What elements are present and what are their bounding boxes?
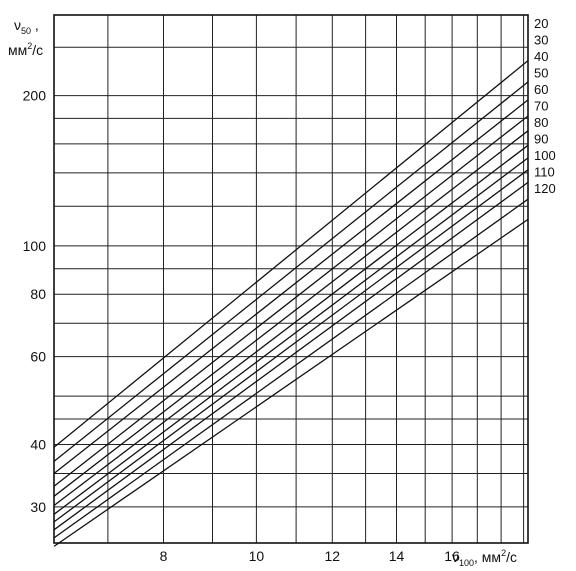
y-tick-60: 60 bbox=[30, 349, 46, 365]
series-line-120 bbox=[53, 218, 529, 547]
series-label-100: 100 bbox=[534, 148, 556, 163]
series-line-90 bbox=[53, 169, 529, 523]
series-line-100 bbox=[53, 181, 529, 531]
series-line-70 bbox=[53, 144, 529, 507]
series-label-80: 80 bbox=[534, 115, 548, 130]
series-line-80 bbox=[53, 157, 529, 515]
x-tick-10: 10 bbox=[249, 548, 265, 564]
series-label-90: 90 bbox=[534, 132, 548, 147]
y-tick-200: 200 bbox=[23, 88, 47, 104]
series-label-20: 20 bbox=[534, 16, 548, 31]
y-tick-40: 40 bbox=[30, 437, 46, 453]
x-tick-8: 8 bbox=[160, 548, 168, 564]
x-axis-symbol: ν bbox=[452, 549, 459, 565]
plot-frame bbox=[53, 14, 529, 544]
x-axis-label: ν100, мм2/с bbox=[452, 548, 517, 568]
series-line-110 bbox=[53, 198, 529, 539]
y-axis-unit-tail: /с bbox=[32, 42, 43, 58]
y-axis-symbol: ν bbox=[14, 17, 21, 33]
series-label-50: 50 bbox=[534, 66, 548, 81]
series-lines bbox=[53, 60, 529, 547]
series-label-60: 60 bbox=[534, 82, 548, 97]
y-axis-label: ν50 , bbox=[14, 17, 39, 36]
y-tick-80: 80 bbox=[30, 286, 46, 302]
series-label-30: 30 bbox=[534, 33, 548, 48]
x-tick-14: 14 bbox=[389, 548, 405, 564]
series-line-50 bbox=[53, 115, 529, 487]
series-line-20 bbox=[53, 60, 529, 448]
series-label-40: 40 bbox=[534, 49, 548, 64]
y-tick-100: 100 bbox=[23, 238, 47, 254]
series-line-30 bbox=[53, 81, 529, 462]
x-tick-12: 12 bbox=[325, 548, 341, 564]
y-axis-unit-sup: 2 bbox=[27, 41, 32, 51]
x-axis-unit-tail: /с bbox=[506, 549, 517, 565]
x-axis-unit: , мм bbox=[474, 549, 501, 565]
y-axis-unit-base: мм bbox=[8, 42, 27, 58]
series-label-110: 110 bbox=[534, 165, 555, 180]
y-tick-30: 30 bbox=[30, 499, 46, 515]
x-tick-16: 16 bbox=[444, 548, 460, 564]
y-axis-unit: мм2/с bbox=[8, 41, 43, 58]
grid bbox=[54, 15, 528, 543]
series-label-70: 70 bbox=[534, 99, 548, 114]
y-axis-comma: , bbox=[31, 17, 39, 33]
y-tick-labels: 30 40 60 80 100 200 bbox=[23, 88, 47, 515]
x-tick-labels: 8 10 12 14 16 bbox=[160, 548, 460, 564]
series-label-120: 120 bbox=[534, 181, 556, 196]
x-axis-subscript: 100 bbox=[459, 558, 474, 568]
x-axis-unit-sup: 2 bbox=[501, 548, 506, 558]
series-line-40 bbox=[53, 99, 529, 475]
series-line-60 bbox=[53, 130, 529, 497]
y-axis-subscript: 50 bbox=[21, 26, 31, 36]
